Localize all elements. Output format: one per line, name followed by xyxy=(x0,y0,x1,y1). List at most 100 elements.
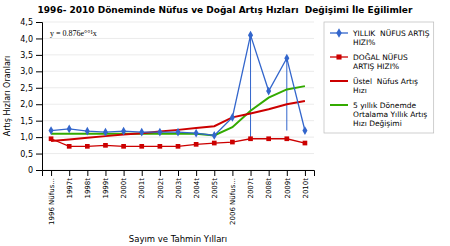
x-tick-mark xyxy=(305,170,306,176)
x-tick-label: 2002t xyxy=(157,178,165,199)
grid-line xyxy=(42,38,314,39)
legend-item: DOĞAL NÜFUSARTIŞ HIZI% xyxy=(330,53,408,71)
grid-line xyxy=(42,153,314,154)
legend-label: Üstel Nüfus ArtışHızı xyxy=(353,77,418,95)
legend-label: 5 yıllık DönemdeOrtalama Yıllık ArtışHız… xyxy=(353,101,427,128)
y-tick-mark xyxy=(36,154,42,155)
x-tick-mark xyxy=(105,170,106,176)
x-tick-mark xyxy=(142,170,143,176)
series-line xyxy=(51,101,305,141)
series-marker xyxy=(266,136,271,141)
x-tick-mark xyxy=(178,170,179,176)
legend: YILLIK NÜFUS ARTIŞHIZI% DOĞAL NÜFUSARTIŞ … xyxy=(324,22,434,133)
legend-swatch xyxy=(330,104,348,106)
x-tick: 1998t xyxy=(84,170,92,199)
x-tick-label: 2004t xyxy=(193,178,201,199)
y-tick: 0 xyxy=(28,166,42,175)
series-marker xyxy=(248,136,253,141)
x-axis-line xyxy=(43,171,315,177)
series-marker xyxy=(230,113,235,122)
x-tick-label: 1996 Nüfus... xyxy=(48,178,56,225)
series-marker xyxy=(67,144,72,149)
grid-line xyxy=(42,54,314,55)
y-tick-mark xyxy=(36,88,42,89)
x-tick-label: 2010t xyxy=(302,178,310,199)
series-marker xyxy=(103,128,108,137)
series-marker xyxy=(303,141,308,146)
legend-swatch xyxy=(330,80,348,82)
legend-label: YILLIK NÜFUS ARTIŞHIZI% xyxy=(352,29,430,47)
y-tick-mark xyxy=(36,170,42,171)
grid-line xyxy=(42,104,314,105)
series-marker xyxy=(157,128,162,137)
y-tick-mark xyxy=(36,71,42,72)
annotation: y = 0.876e°°¹x xyxy=(50,29,97,38)
y-tick: 2,5 xyxy=(20,84,42,93)
x-tick-label: 2000t xyxy=(120,178,128,199)
series-marker xyxy=(302,126,307,135)
x-tick: 2008t xyxy=(265,170,273,199)
series-marker xyxy=(212,141,217,146)
x-tick: 2005t xyxy=(211,170,219,199)
y-tick: 1,5 xyxy=(20,117,42,126)
marks xyxy=(49,31,308,149)
series-marker xyxy=(248,31,253,40)
y-tick: 3,0 xyxy=(20,67,42,76)
series-marker xyxy=(230,140,235,145)
x-tick-label: 2003t xyxy=(175,178,183,199)
x-tick-mark xyxy=(69,170,70,176)
x-tick-label: 2009t xyxy=(284,178,292,199)
y-tick-label: 4,0 xyxy=(20,35,33,44)
x-tick: 2010t xyxy=(302,170,310,199)
series-marker xyxy=(139,128,144,137)
y-tick: 0,5 xyxy=(20,150,42,159)
y-tick-label: 1,5 xyxy=(20,117,33,126)
series-marker xyxy=(103,143,108,148)
y-tick-label: 1,0 xyxy=(20,133,33,142)
series-marker xyxy=(175,128,180,137)
y-tick: 1,0 xyxy=(20,133,42,142)
x-tick: 1999t xyxy=(102,170,110,199)
series-marker xyxy=(85,127,90,136)
y-tick-label: 4,5 xyxy=(20,18,33,27)
grid xyxy=(42,22,314,170)
series-marker xyxy=(121,144,126,149)
x-tick-mark xyxy=(232,170,233,176)
y-tick-label: 3,0 xyxy=(20,67,33,76)
x-tick-mark xyxy=(269,170,270,176)
x-tick: 2001t xyxy=(138,170,146,199)
legend-frame xyxy=(324,22,434,133)
legend-item: 5 yıllık DönemdeOrtalama Yıllık ArtışHız… xyxy=(330,101,427,128)
x-axis-title: Sayım ve Tahmin Yılları xyxy=(129,234,227,244)
grid-line xyxy=(42,120,314,121)
series-marker xyxy=(49,136,54,141)
y-axis: 00,51,01,52,02,53,03,54,04,5 xyxy=(20,18,42,175)
x-tick-label: 2005t xyxy=(211,178,219,199)
y-tick-label: 0 xyxy=(28,166,33,175)
x-tick: 2004t xyxy=(193,170,201,199)
x-tick-mark xyxy=(196,170,197,176)
y-tick-mark xyxy=(36,55,42,56)
x-tick: 2000t xyxy=(120,170,128,199)
y-tick-label: 2,5 xyxy=(20,84,33,93)
y-tick-mark xyxy=(36,137,42,138)
series-marker xyxy=(158,144,163,149)
grid-line xyxy=(42,71,314,72)
x-tick-mark xyxy=(251,170,252,176)
x-tick-label: 2001t xyxy=(138,178,146,199)
drop-line xyxy=(286,58,287,130)
x-tick-label: 1998t xyxy=(84,178,92,199)
plot: 1996 Nüfus... 1997t 1998t 1999t 2000t 2001t 20… xyxy=(20,18,314,225)
y-tick-mark xyxy=(36,38,42,39)
y-tick-label: 3,5 xyxy=(20,51,33,60)
x-tick-label: 1997t xyxy=(66,178,74,199)
x-tick-label: 2006 Nüfus... xyxy=(229,178,237,225)
x-tick-mark xyxy=(124,170,125,176)
legend-label: DOĞAL NÜFUSARTIŞ HIZI% xyxy=(353,53,408,71)
x-tick: 1997t xyxy=(66,170,74,199)
x-tick-mark xyxy=(160,170,161,176)
series-marker xyxy=(266,87,271,96)
series-marker xyxy=(49,126,54,135)
grid-line xyxy=(42,87,314,88)
y-tick-mark xyxy=(36,104,42,105)
